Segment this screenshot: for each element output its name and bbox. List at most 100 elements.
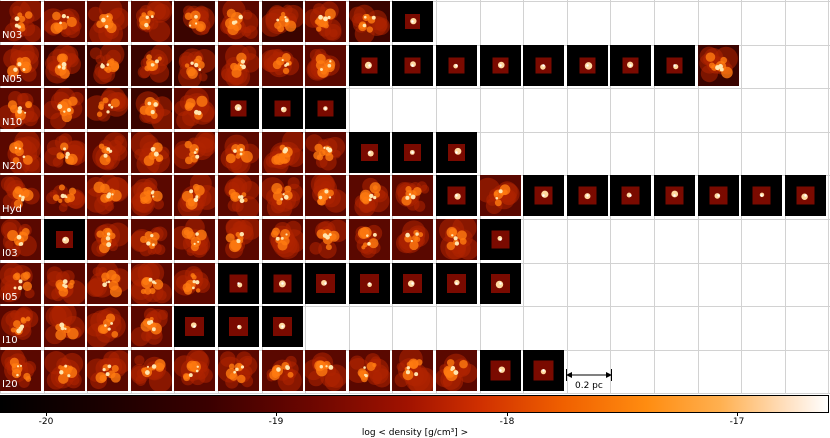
density-snapshot bbox=[698, 45, 739, 86]
density-snapshot bbox=[174, 132, 215, 173]
simulation-grid: N03 N05 N10 N20 Hyd I03 I05 I10 I20 bbox=[0, 0, 830, 394]
density-snapshot bbox=[698, 175, 739, 216]
density-snapshot bbox=[262, 175, 303, 216]
row-label: I10 bbox=[2, 335, 18, 346]
density-snapshot bbox=[131, 263, 172, 304]
density-snapshot bbox=[174, 350, 215, 391]
density-snapshot bbox=[0, 350, 41, 391]
scale-bar-label: 0.2 pc bbox=[575, 381, 603, 391]
density-snapshot bbox=[44, 350, 85, 391]
colorbar-tick-label: -17 bbox=[729, 417, 745, 427]
density-snapshot bbox=[131, 350, 172, 391]
density-snapshot bbox=[44, 132, 85, 173]
density-snapshot bbox=[436, 350, 477, 391]
density-snapshot bbox=[174, 1, 215, 42]
row-label: I20 bbox=[2, 379, 18, 390]
density-snapshot bbox=[218, 45, 259, 86]
row-label: Hyd bbox=[2, 204, 22, 215]
density-snapshot bbox=[218, 306, 259, 347]
density-snapshot bbox=[0, 263, 41, 304]
colorbar-tick-label: -20 bbox=[38, 417, 54, 427]
density-snapshot bbox=[87, 350, 128, 391]
colorbar-tick-label: -19 bbox=[268, 417, 284, 427]
density-snapshot bbox=[392, 45, 433, 86]
density-snapshot bbox=[87, 306, 128, 347]
density-snapshot bbox=[349, 175, 390, 216]
row-label: I05 bbox=[2, 292, 18, 303]
density-snapshot bbox=[480, 175, 521, 216]
row-label: N10 bbox=[2, 117, 23, 128]
density-snapshot bbox=[44, 1, 85, 42]
density-snapshot bbox=[480, 350, 521, 391]
density-snapshot bbox=[392, 350, 433, 391]
scale-bar-arrow bbox=[566, 369, 612, 381]
density-snapshot bbox=[305, 175, 346, 216]
density-snapshot bbox=[349, 219, 390, 260]
density-snapshot bbox=[218, 1, 259, 42]
density-snapshot bbox=[610, 45, 651, 86]
density-snapshot bbox=[305, 45, 346, 86]
density-snapshot bbox=[480, 219, 521, 260]
density-snapshot bbox=[174, 219, 215, 260]
density-snapshot bbox=[87, 45, 128, 86]
density-snapshot bbox=[87, 263, 128, 304]
density-snapshot bbox=[436, 219, 477, 260]
colorbar-tick bbox=[507, 413, 508, 416]
density-snapshot bbox=[392, 1, 433, 42]
density-snapshot bbox=[523, 350, 564, 391]
density-snapshot bbox=[0, 306, 41, 347]
density-snapshot bbox=[174, 45, 215, 86]
density-snapshot bbox=[305, 219, 346, 260]
density-snapshot bbox=[480, 263, 521, 304]
density-snapshot bbox=[349, 263, 390, 304]
density-snapshot bbox=[436, 45, 477, 86]
density-snapshot bbox=[349, 350, 390, 391]
colorbar-tick bbox=[276, 413, 277, 416]
density-snapshot bbox=[218, 175, 259, 216]
density-snapshot bbox=[131, 219, 172, 260]
density-snapshot bbox=[218, 88, 259, 129]
density-snapshot bbox=[0, 45, 41, 86]
density-snapshot bbox=[131, 306, 172, 347]
row-label: N20 bbox=[2, 161, 23, 172]
density-snapshot bbox=[436, 132, 477, 173]
density-snapshot bbox=[436, 263, 477, 304]
density-snapshot bbox=[87, 1, 128, 42]
gridline bbox=[0, 306, 830, 307]
density-snapshot bbox=[436, 175, 477, 216]
density-snapshot bbox=[218, 263, 259, 304]
density-snapshot bbox=[305, 88, 346, 129]
density-snapshot bbox=[392, 219, 433, 260]
density-snapshot bbox=[0, 175, 41, 216]
density-snapshot bbox=[44, 88, 85, 129]
density-snapshot bbox=[392, 263, 433, 304]
density-snapshot bbox=[785, 175, 826, 216]
density-snapshot bbox=[567, 175, 608, 216]
density-snapshot bbox=[305, 1, 346, 42]
colorbar-tick bbox=[46, 413, 47, 416]
density-snapshot bbox=[305, 263, 346, 304]
density-snapshot bbox=[262, 132, 303, 173]
density-snapshot bbox=[480, 45, 521, 86]
density-snapshot bbox=[567, 45, 608, 86]
density-colorbar bbox=[0, 395, 829, 413]
density-snapshot bbox=[174, 263, 215, 304]
gridline bbox=[0, 393, 830, 394]
density-snapshot bbox=[305, 132, 346, 173]
gridline bbox=[828, 0, 829, 393]
density-snapshot bbox=[262, 219, 303, 260]
density-snapshot bbox=[44, 263, 85, 304]
density-snapshot bbox=[174, 88, 215, 129]
density-snapshot bbox=[392, 175, 433, 216]
density-snapshot bbox=[131, 1, 172, 42]
density-snapshot bbox=[392, 132, 433, 173]
row-label: N05 bbox=[2, 74, 23, 85]
density-snapshot bbox=[262, 88, 303, 129]
density-snapshot bbox=[218, 132, 259, 173]
density-snapshot bbox=[0, 219, 41, 260]
colorbar-tick-label: -18 bbox=[499, 417, 515, 427]
density-snapshot bbox=[218, 350, 259, 391]
density-snapshot bbox=[523, 175, 564, 216]
density-snapshot bbox=[218, 219, 259, 260]
density-snapshot bbox=[262, 263, 303, 304]
